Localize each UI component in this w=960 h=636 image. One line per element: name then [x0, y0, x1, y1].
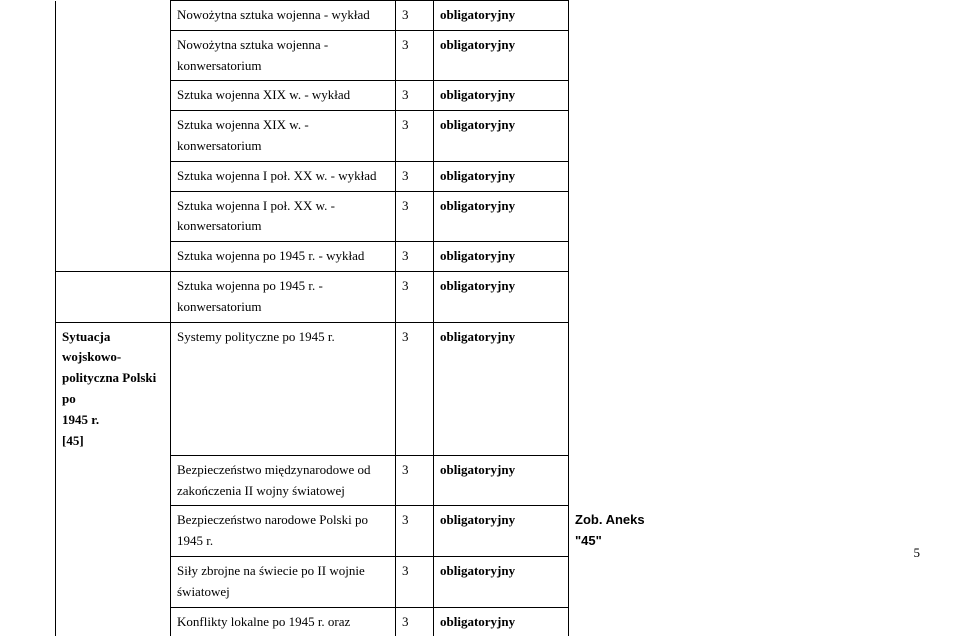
- course-name: Nowożytna sztuka wojenna - konwersatoriu…: [171, 30, 396, 81]
- course-type: obligatoryjny: [434, 161, 569, 191]
- course-name: Konflikty lokalne po 1945 r. oraz: [171, 607, 396, 636]
- table-row: Sztuka wojenna I poł. XX w. - konwersato…: [56, 191, 672, 242]
- table-row: Sztuka wojenna XIX w. - konwersatorium 3…: [56, 111, 672, 162]
- course-type: obligatoryjny: [434, 271, 569, 322]
- section-line: 1945 r.: [62, 412, 99, 427]
- course-credits: 3: [396, 271, 434, 322]
- course-name: Nowożytna sztuka wojenna - wykład: [171, 1, 396, 31]
- section-line: Sytuacja wojskowo-: [62, 329, 121, 365]
- section-line: polityczna Polski po: [62, 370, 156, 406]
- table-row: Konflikty lokalne po 1945 r. oraz 3 obli…: [56, 607, 672, 636]
- spacer-cell: [569, 81, 672, 111]
- spacer-cell: [569, 1, 672, 31]
- section-cell-empty: [56, 30, 171, 81]
- table-row: Sztuka wojenna po 1945 r. - konwersatori…: [56, 271, 672, 322]
- course-credits: 3: [396, 322, 434, 455]
- course-credits: 3: [396, 607, 434, 636]
- page-number: 5: [914, 545, 921, 561]
- section-cell-empty: [56, 557, 171, 608]
- section-cell-empty: [56, 1, 171, 31]
- course-credits: 3: [396, 81, 434, 111]
- spacer-cell: [569, 191, 672, 242]
- course-type: obligatoryjny: [434, 191, 569, 242]
- section-ref: [45]: [62, 433, 84, 448]
- spacer-cell: [569, 557, 672, 608]
- course-name: Systemy polityczne po 1945 r.: [171, 322, 396, 455]
- course-name: Sztuka wojenna XIX w. - konwersatorium: [171, 111, 396, 162]
- table-row: Sztuka wojenna po 1945 r. - wykład 3 obl…: [56, 242, 672, 272]
- table-row: Bezpieczeństwo międzynarodowe od zakończ…: [56, 455, 672, 506]
- course-table: Nowożytna sztuka wojenna - wykład 3 obli…: [55, 0, 672, 636]
- section-cell-empty: [56, 506, 171, 557]
- course-type: obligatoryjny: [434, 1, 569, 31]
- section-cell-empty: [56, 607, 171, 636]
- course-type: obligatoryjny: [434, 81, 569, 111]
- course-type: obligatoryjny: [434, 322, 569, 455]
- table-row: Nowożytna sztuka wojenna - wykład 3 obli…: [56, 1, 672, 31]
- spacer-cell: [569, 607, 672, 636]
- course-credits: 3: [396, 30, 434, 81]
- aneks-note: Zob. Aneks "45": [569, 506, 672, 557]
- table-row: Bezpieczeństwo narodowe Polski po 1945 r…: [56, 506, 672, 557]
- table-row: Nowożytna sztuka wojenna - konwersatoriu…: [56, 30, 672, 81]
- section-cell-empty: [56, 191, 171, 242]
- section-cell-empty: [56, 161, 171, 191]
- spacer-cell: [569, 30, 672, 81]
- course-type: obligatoryjny: [434, 242, 569, 272]
- course-credits: 3: [396, 455, 434, 506]
- table-row: Siły zbrojne na świecie po II wojnie świ…: [56, 557, 672, 608]
- section-cell-empty: [56, 455, 171, 506]
- course-name: Sztuka wojenna po 1945 r. - konwersatori…: [171, 271, 396, 322]
- page: Nowożytna sztuka wojenna - wykład 3 obli…: [0, 0, 960, 571]
- course-credits: 3: [396, 242, 434, 272]
- spacer-cell: [569, 242, 672, 272]
- section-title: Sytuacja wojskowo- polityczna Polski po …: [56, 322, 171, 455]
- course-type: obligatoryjny: [434, 111, 569, 162]
- course-type: obligatoryjny: [434, 30, 569, 81]
- course-name: Bezpieczeństwo narodowe Polski po 1945 r…: [171, 506, 396, 557]
- course-name: Siły zbrojne na świecie po II wojnie świ…: [171, 557, 396, 608]
- table-row: Sztuka wojenna XIX w. - wykład 3 obligat…: [56, 81, 672, 111]
- spacer-cell: [569, 111, 672, 162]
- section-cell-empty: [56, 81, 171, 111]
- section-cell-empty: [56, 271, 171, 322]
- course-name: Bezpieczeństwo międzynarodowe od zakończ…: [171, 455, 396, 506]
- course-credits: 3: [396, 191, 434, 242]
- course-type: obligatoryjny: [434, 506, 569, 557]
- course-credits: 3: [396, 111, 434, 162]
- spacer-cell: [569, 161, 672, 191]
- course-name: Sztuka wojenna XIX w. - wykład: [171, 81, 396, 111]
- course-name: Sztuka wojenna po 1945 r. - wykład: [171, 242, 396, 272]
- table-row: Sztuka wojenna I poł. XX w. - wykład 3 o…: [56, 161, 672, 191]
- course-credits: 3: [396, 1, 434, 31]
- table-row: Sytuacja wojskowo- polityczna Polski po …: [56, 322, 672, 455]
- spacer-cell: [569, 322, 672, 455]
- course-credits: 3: [396, 557, 434, 608]
- course-name: Sztuka wojenna I poł. XX w. - wykład: [171, 161, 396, 191]
- course-type: obligatoryjny: [434, 455, 569, 506]
- course-credits: 3: [396, 506, 434, 557]
- spacer-cell: [569, 455, 672, 506]
- course-credits: 3: [396, 161, 434, 191]
- course-type: obligatoryjny: [434, 557, 569, 608]
- section-cell-empty: [56, 111, 171, 162]
- course-type: obligatoryjny: [434, 607, 569, 636]
- section-cell-empty: [56, 242, 171, 272]
- spacer-cell: [569, 271, 672, 322]
- course-name: Sztuka wojenna I poł. XX w. - konwersato…: [171, 191, 396, 242]
